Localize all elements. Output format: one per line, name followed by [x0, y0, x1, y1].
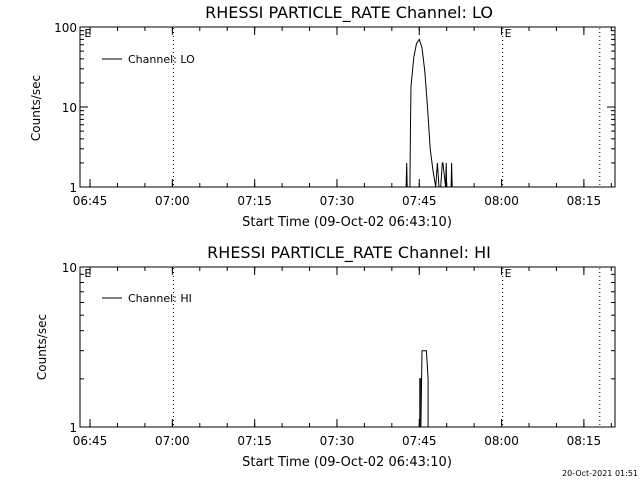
lo-channel-panel: RHESSI PARTICLE_RATE Channel: LO Counts/… [29, 3, 616, 230]
y-tick-label: 1 [69, 421, 77, 435]
y-axis-label: Counts/sec [35, 314, 49, 380]
x-tick-label: 07:15 [237, 194, 272, 208]
x-tick-label: 07:45 [402, 434, 437, 448]
x-tick-label: 08:00 [484, 434, 519, 448]
y-axis-label: Counts/sec [29, 75, 43, 141]
data-series-line [419, 350, 429, 428]
event-marker-label: E [505, 267, 512, 280]
x-tick-label: 06:45 [73, 434, 108, 448]
hi-channel-panel: RHESSI PARTICLE_RATE Channel: HI Counts/… [35, 243, 616, 470]
x-tick-label: 06:45 [73, 194, 108, 208]
x-axis-label: Start Time (09-Oct-02 06:43:10) [242, 215, 452, 230]
y-tick-label: 1 [69, 181, 77, 195]
x-tick-label: 07:30 [320, 194, 355, 208]
x-tick-label: 07:15 [237, 434, 272, 448]
x-tick-label: 07:00 [155, 434, 190, 448]
event-marker-label: E [505, 27, 512, 40]
y-tick-label: 10 [62, 261, 77, 275]
legend-label: Channel: LO [128, 53, 195, 66]
x-axis-label: Start Time (09-Oct-02 06:43:10) [242, 455, 452, 470]
plot-frame [79, 26, 616, 188]
data-series-line [80, 38, 615, 188]
x-tick-label: 07:30 [320, 434, 355, 448]
x-tick-label: 08:00 [484, 194, 519, 208]
legend-label: Channel: HI [128, 292, 192, 305]
event-marker-label: E [84, 267, 91, 280]
chart-title: RHESSI PARTICLE_RATE Channel: LO [205, 3, 493, 23]
y-tick-label: 10 [62, 101, 77, 115]
x-tick-label: 07:00 [155, 194, 190, 208]
y-tick-label: 100 [54, 21, 77, 35]
x-tick-label: 08:15 [567, 194, 602, 208]
plot-frame [79, 266, 616, 428]
x-tick-label: 07:45 [402, 194, 437, 208]
chart-title: RHESSI PARTICLE_RATE Channel: HI [207, 243, 491, 263]
footer-timestamp: 20-Oct-2021 01:51 [562, 469, 638, 478]
event-marker-label: E [84, 27, 91, 40]
x-tick-label: 08:15 [567, 434, 602, 448]
